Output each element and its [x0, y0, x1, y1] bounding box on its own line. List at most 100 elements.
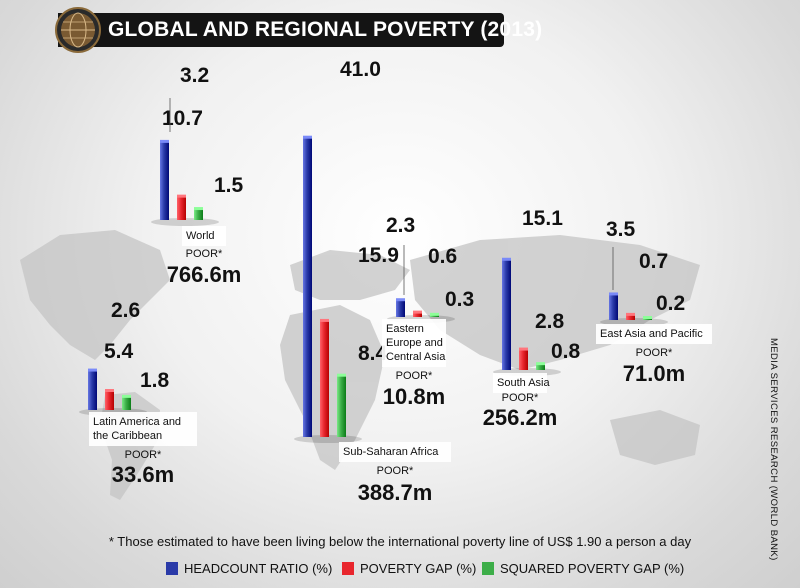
bar-squared [337, 375, 346, 437]
region-name-box [182, 226, 226, 246]
region-name: East Asia and Pacific [600, 328, 703, 340]
value-label-gap: 3.2 [180, 64, 209, 87]
region-name-box [493, 373, 547, 393]
value-label-headcount: 2.3 [386, 214, 415, 237]
region-name-box [596, 324, 712, 344]
bar-gap [320, 320, 329, 437]
value-label-gap: 2.6 [111, 299, 140, 322]
bar-top-squared [643, 316, 652, 319]
bar-headcount [502, 259, 511, 370]
value-label-squared: 1.8 [140, 369, 170, 392]
legend-label-squared-gap: SQUARED POVERTY GAP (%) [500, 561, 685, 576]
region-name: South Asia [497, 377, 550, 389]
legend-item-poverty-gap: POVERTY GAP (%) [342, 561, 476, 576]
poor-label: POOR* [502, 392, 539, 404]
value-label-squared: 0.8 [551, 340, 581, 363]
region-name: the Caribbean [93, 430, 162, 442]
bar-gap [519, 349, 528, 370]
bar-top-headcount [396, 298, 405, 302]
legend-swatch-headcount [166, 562, 178, 575]
bar-top-headcount [303, 135, 312, 139]
bar-gap [177, 196, 186, 220]
legend-item-squared-gap: SQUARED POVERTY GAP (%) [482, 561, 684, 576]
poor-label: POOR* [636, 347, 673, 359]
region-name: World [186, 230, 215, 242]
footnote: * Those estimated to have been living be… [108, 534, 692, 549]
value-label-headcount: 3.5 [606, 218, 636, 241]
region-name: Latin America and [93, 416, 181, 428]
poor-value: 766.6m [167, 262, 242, 287]
bar-headcount [160, 141, 169, 220]
bar-headcount [88, 370, 97, 410]
poor-value: 256.2m [483, 405, 558, 430]
bar-top-squared [430, 312, 439, 316]
source-credit: MEDIA SERVICES RESEARCH (WORLD BANK) [768, 338, 779, 561]
value-label-headcount: 41.0 [340, 58, 381, 81]
bar-squared [194, 209, 203, 220]
map-australia [610, 410, 700, 465]
bar-top-headcount [160, 139, 169, 143]
region-name: Central Asia [386, 351, 446, 363]
legend-swatch-poverty-gap [342, 562, 354, 575]
bar-gap [413, 312, 422, 317]
poor-value: 71.0m [623, 361, 685, 386]
chart-title: GLOBAL AND REGIONAL POVERTY (2013) [108, 18, 543, 41]
bar-squared [122, 396, 131, 410]
region-name-box [89, 412, 197, 446]
legend: HEADCOUNT RATIO (%) POVERTY GAP (%) SQUA… [0, 561, 800, 581]
bar-headcount [303, 137, 312, 437]
value-label-gap: 0.7 [639, 250, 668, 273]
bar-top-headcount [609, 292, 618, 296]
bar-headcount [396, 300, 405, 317]
bar-gap [105, 391, 114, 410]
region-name: Europe and [386, 337, 443, 349]
region-name: Eastern [386, 323, 424, 335]
value-label-squared: 1.5 [214, 174, 244, 197]
bar-top-gap [105, 389, 114, 393]
bar-gap [626, 314, 635, 320]
legend-label-headcount: HEADCOUNT RATIO (%) [184, 561, 333, 576]
value-label-squared: 0.3 [445, 288, 474, 311]
value-label-headcount: 10.7 [162, 107, 203, 130]
poor-value: 33.6m [112, 462, 174, 487]
world-map-background [20, 230, 700, 500]
value-label-gap: 2.8 [535, 310, 565, 333]
region-name-box [382, 319, 446, 367]
legend-swatch-squared-gap [482, 562, 494, 575]
globe-icon [55, 7, 101, 53]
poor-label: POOR* [396, 370, 433, 382]
value-label-headcount: 15.1 [522, 207, 563, 230]
bar-top-headcount [88, 368, 97, 372]
bar-squared [536, 364, 545, 370]
poor-label: POOR* [125, 449, 162, 461]
bar-top-gap [519, 347, 528, 351]
bar-headcount [609, 294, 618, 320]
bar-squared [430, 314, 439, 317]
map-asia [410, 235, 700, 370]
value-label-gap: 0.6 [428, 245, 457, 268]
bar-top-squared [194, 207, 203, 211]
map-north-america [20, 230, 170, 360]
region-name-box [339, 442, 451, 462]
value-label-squared: 0.2 [656, 292, 685, 315]
bar-top-gap [177, 194, 186, 198]
poor-label: POOR* [186, 248, 223, 260]
map-europe [290, 250, 410, 300]
value-label-squared: 8.4 [358, 342, 388, 365]
bar-top-gap [413, 310, 422, 314]
bar-top-squared [337, 373, 346, 377]
bar-top-gap [626, 312, 635, 316]
value-label-gap: 15.9 [358, 244, 399, 267]
value-label-headcount: 5.4 [104, 340, 134, 363]
poor-value: 388.7m [358, 480, 433, 505]
region-name: Sub-Saharan Africa [343, 446, 439, 458]
bar-top-headcount [502, 257, 511, 261]
bar-top-squared [536, 362, 545, 366]
poor-value: 10.8m [383, 384, 445, 409]
legend-item-headcount: HEADCOUNT RATIO (%) [166, 561, 332, 576]
poor-label: POOR* [377, 465, 414, 477]
bar-top-squared [122, 394, 131, 398]
title-banner [58, 13, 504, 47]
legend-label-poverty-gap: POVERTY GAP (%) [360, 561, 477, 576]
